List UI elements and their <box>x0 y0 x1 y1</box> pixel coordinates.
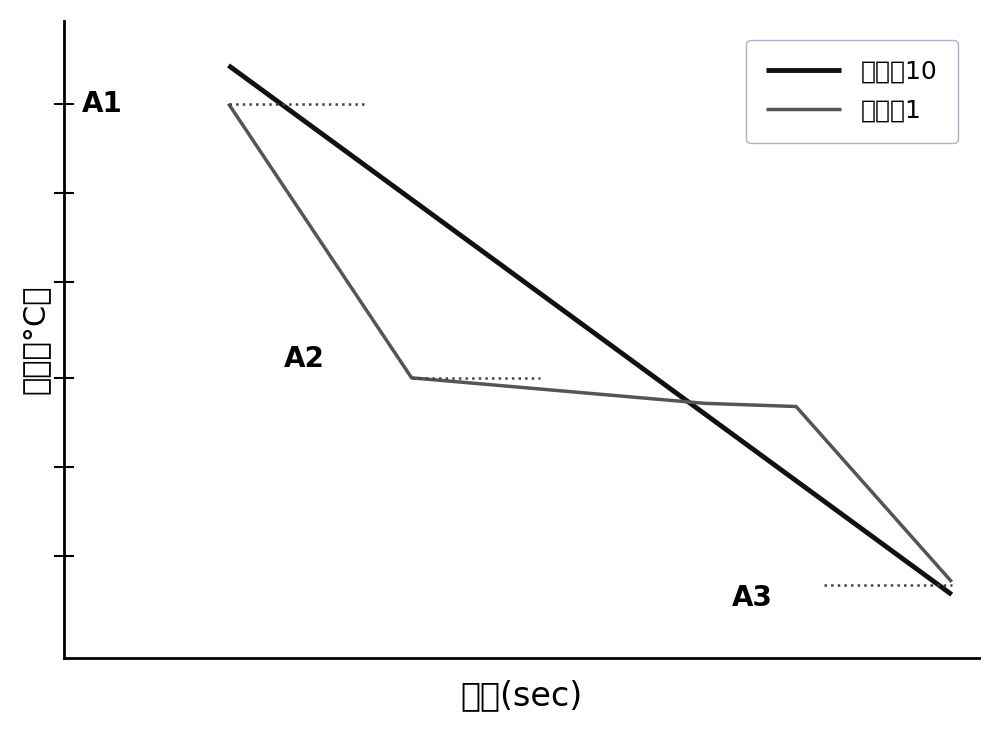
X-axis label: 时间(sec): 时间(sec) <box>460 679 583 712</box>
Line: 发明例1: 发明例1 <box>229 103 952 582</box>
Text: A3: A3 <box>732 583 773 612</box>
Text: A2: A2 <box>283 345 324 372</box>
发明例1 <box>406 373 418 382</box>
Legend: 比较例10, 发明例1: 比较例10, 发明例1 <box>746 40 958 143</box>
发明例1 <box>223 99 235 108</box>
发明例1 <box>699 399 711 408</box>
Text: A1: A1 <box>82 89 123 118</box>
发明例1 <box>790 402 802 411</box>
发明例1 <box>946 578 958 586</box>
Y-axis label: 温度（°C）: 温度（°C） <box>21 285 50 394</box>
